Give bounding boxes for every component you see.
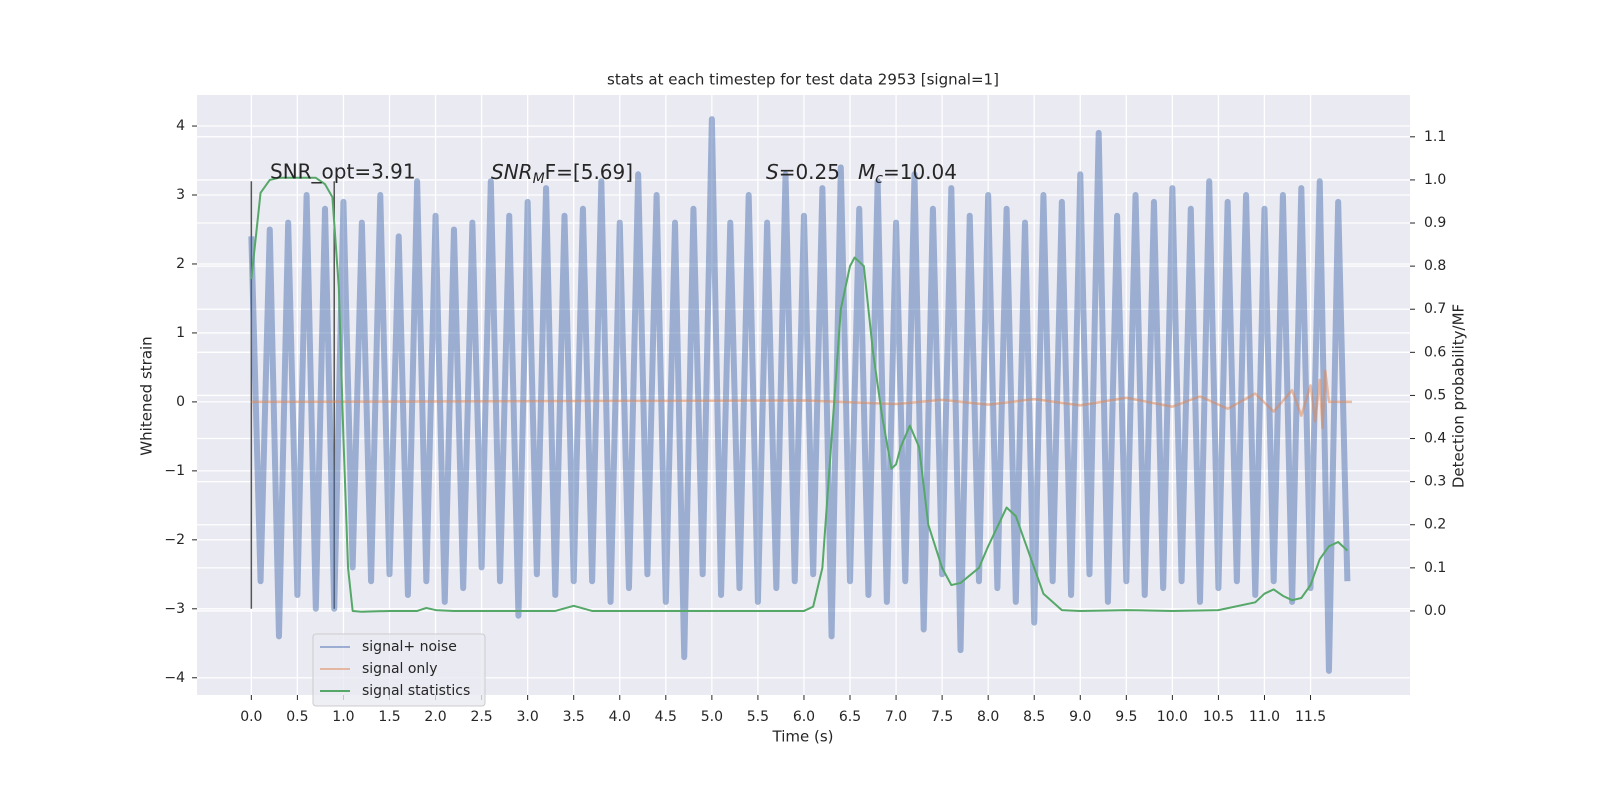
y-tick-label: 3 xyxy=(176,187,185,203)
chart-title: stats at each timestep for test data 295… xyxy=(607,71,999,89)
annotation: Mc=10.04 xyxy=(858,160,957,188)
axes: 0.0 0.5 1.0 1.5 2.0 2.5 3.0 3.5 4.0 4.5 5.0 5.5 6.0 6… xyxy=(164,118,1446,725)
annotation: SNR_opt=3.91 xyxy=(270,160,416,184)
x-tick-label: 0.5 xyxy=(286,709,308,725)
y2-tick-label: 0.4 xyxy=(1424,431,1446,447)
x-tick-label: 1.5 xyxy=(378,709,400,725)
marks xyxy=(248,116,1352,674)
annotation-part: =0.25 xyxy=(779,160,840,184)
y2-tick-label: 0.3 xyxy=(1424,474,1446,490)
annotation-part: F=[5.69] xyxy=(545,160,633,184)
x-tick-label: 1.0 xyxy=(332,709,354,725)
y2-tick-label: 0.1 xyxy=(1424,560,1446,576)
x-tick-label: 7.5 xyxy=(931,709,953,725)
x-tick-label: 9.0 xyxy=(1069,709,1091,725)
y2-tick-label: 0.8 xyxy=(1424,258,1446,274)
series-line xyxy=(251,369,1352,430)
y2-tick-label: 0.7 xyxy=(1424,301,1446,317)
annotation-part: S xyxy=(766,160,779,184)
y2-tick-label: 1.0 xyxy=(1424,172,1446,188)
x-tick-label: 3.0 xyxy=(517,709,539,725)
x-tick-label: 11.5 xyxy=(1295,709,1326,725)
x-tick-label: 7.0 xyxy=(885,709,907,725)
annotation-part: c xyxy=(875,171,883,187)
y2-tick-label: 1.1 xyxy=(1424,129,1446,145)
x-tick-label: 6.5 xyxy=(839,709,861,725)
x-tick-label: 11.0 xyxy=(1249,709,1280,725)
x-axis-label: Time (s) xyxy=(772,728,834,746)
x-tick-label: 10.0 xyxy=(1157,709,1188,725)
y2-tick-label: 0.6 xyxy=(1424,344,1446,360)
annotation-part: M xyxy=(533,171,545,187)
annotation: SNRMF=[5.69] xyxy=(491,160,633,188)
annotation: S=0.25 xyxy=(766,160,840,184)
annotation-part: M xyxy=(858,160,875,184)
y2-tick-label: 0.5 xyxy=(1424,387,1446,403)
y2-tick-label: 0.2 xyxy=(1424,517,1446,533)
x-tick-label: 5.0 xyxy=(701,709,723,725)
y2-tick-label: 0.9 xyxy=(1424,215,1446,231)
y-tick-label: 4 xyxy=(176,118,185,134)
y-tick-label: −4 xyxy=(164,670,185,686)
annotation-part: =10.04 xyxy=(883,160,957,184)
y-tick-label: 2 xyxy=(176,256,185,272)
y-axis-label: Whitened strain xyxy=(138,336,156,455)
x-tick-label: 8.5 xyxy=(1023,709,1045,725)
x-tick-label: 8.0 xyxy=(977,709,999,725)
annotation-part: SNR xyxy=(491,160,533,184)
series-line xyxy=(248,116,1351,674)
y-tick-label: −2 xyxy=(164,532,185,548)
x-tick-label: 10.5 xyxy=(1203,709,1234,725)
legend-label: signal+ noise xyxy=(362,639,457,655)
x-tick-label: 3.5 xyxy=(563,709,585,725)
x-tick-label: 0.0 xyxy=(240,709,262,725)
x-tick-label: 4.0 xyxy=(609,709,631,725)
y-tick-label: 1 xyxy=(176,325,185,341)
x-tick-label: 2.5 xyxy=(470,709,492,725)
x-tick-label: 2.0 xyxy=(424,709,446,725)
y-tick-label: 0 xyxy=(176,394,185,410)
x-tick-label: 4.5 xyxy=(655,709,677,725)
x-tick-label: 9.5 xyxy=(1115,709,1137,725)
legend-label: signal statistics xyxy=(362,683,470,699)
x-tick-label: 5.5 xyxy=(747,709,769,725)
y2-tick-label: 0.0 xyxy=(1424,603,1446,619)
y2-axis-label: Detection probability/MF xyxy=(1450,304,1468,488)
y-tick-label: −3 xyxy=(164,601,185,617)
series-line xyxy=(250,176,1349,613)
x-tick-label: 6.0 xyxy=(793,709,815,725)
legend-box xyxy=(312,633,486,707)
y-tick-label: −1 xyxy=(164,463,185,479)
legend: signal+ noise signal only signal statistic… xyxy=(312,633,486,707)
legend-label: signal only xyxy=(362,661,437,677)
